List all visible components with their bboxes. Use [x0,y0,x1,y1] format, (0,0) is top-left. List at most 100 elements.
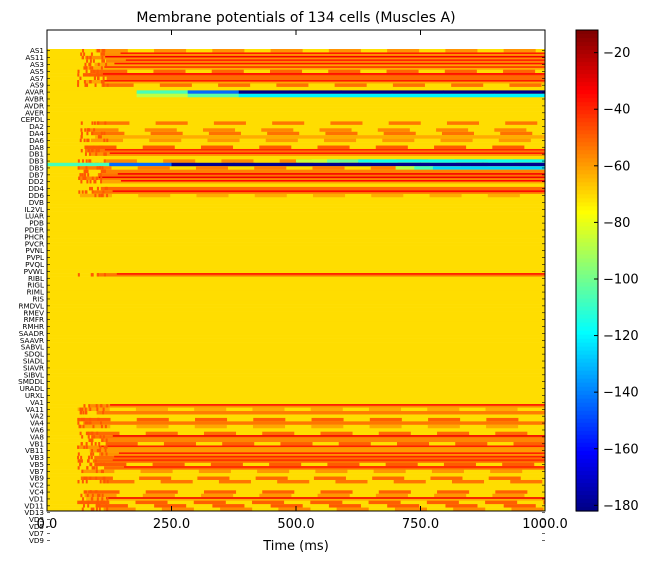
colorbar-segment [576,94,598,99]
row-label: RMFR [24,315,44,324]
heatmap-cell [100,66,103,70]
row-label: VD5 [29,522,44,531]
row-label: SAADR [19,329,44,338]
colorbar-segment [576,154,598,159]
heatmap-cell [95,507,98,512]
heatmap-cell [389,159,421,164]
heatmap-cell [387,504,420,508]
heatmap-cell [434,145,467,150]
heatmap-cell [386,69,419,74]
heatmap-cell [500,131,533,136]
heatmap-cell [84,169,87,174]
heatmap-cell [262,431,295,436]
heatmap-cell [84,176,87,181]
heatmap-row [47,114,545,119]
colorbar-segment [576,270,598,276]
heatmap-row [47,231,545,236]
row-label: RIS [32,294,44,303]
colorbar-segment [576,170,598,175]
colorbar-segment [576,362,598,368]
heatmap-cell [81,469,84,474]
heatmap-row [47,386,545,391]
heatmap-row [47,483,545,488]
heatmap-cell [89,421,92,426]
colorbar-segment [576,334,598,340]
heatmap-cell [265,138,298,143]
heatmap-cell [86,59,89,64]
heatmap-cell [511,507,544,512]
heatmap-cell [213,121,246,126]
heatmap-row [47,242,545,246]
colorbar-segment [576,142,598,147]
heatmap-cell [84,493,117,498]
heatmap-cell [371,193,404,198]
heatmap-cell [136,417,169,422]
heatmap-cell [482,159,515,164]
heatmap-cell [95,69,128,74]
row-label: PDER [25,226,44,235]
colorbar-segment [576,294,598,300]
heatmap-cell [118,452,545,454]
heatmap-cell [125,59,546,61]
heatmap-row [47,362,545,367]
heatmap-cell [91,431,94,436]
row-label: DB3 [29,157,44,166]
heatmap-cell [207,138,240,143]
heatmap-cell [526,166,546,170]
heatmap-cell [383,131,416,136]
colorbar-segment [576,366,598,372]
heatmap-cell [78,176,545,181]
row-label: SIADL [23,357,44,366]
colorbar-segment [576,290,598,296]
heatmap-cell [85,479,88,484]
heatmap-cell [160,479,193,484]
heatmap-cell [493,93,546,98]
heatmap-cell [482,162,546,167]
row-label: AS11 [25,53,44,62]
heatmap-cell [97,417,100,422]
colorbar-segment [576,302,598,308]
heatmap-cell [89,180,92,184]
colorbar-segment [576,42,598,47]
heatmap-cell [92,131,125,136]
colorbar-segment [576,418,598,424]
row-label: PVPL [26,253,44,262]
colorbar-segment [576,118,598,123]
heatmap-cell [95,135,545,139]
heatmap-cell [97,121,130,126]
heatmap-cell [83,476,86,481]
heatmap-cell [103,169,545,174]
colorbar-segment [576,194,598,199]
heatmap-cell [88,152,91,157]
heatmap-cell [81,507,84,512]
heatmap-cell [110,404,546,406]
heatmap-cell [102,435,105,439]
heatmap-cell [451,479,485,484]
heatmap-cell [77,479,80,484]
heatmap-row [47,100,545,105]
heatmap-row [47,211,545,215]
heatmap-cells [47,30,546,512]
heatmap-cell [90,507,93,512]
heatmap-cell [82,73,545,77]
heatmap-row [47,383,545,388]
heatmap-cell [238,93,291,98]
heatmap-cell [503,504,536,508]
heatmap-cell [87,490,120,495]
colorbar: −20 −40 −60 −80 −100 −120 −140 −160 −180 [575,29,639,514]
heatmap-cell [171,162,235,167]
heatmap-cell [149,138,182,143]
row-label: VC4 [29,488,44,497]
heatmap-cell [279,159,312,164]
colorbar-segment [576,110,598,115]
row-label: SMDDL [18,377,44,386]
row-label: AS7 [30,74,44,83]
colorbar-segment [576,370,598,376]
heatmap-cell [105,504,108,508]
heatmap-row [47,331,545,336]
heatmap-cell [98,176,546,179]
colorbar-segment [576,298,598,304]
heatmap-cell [87,431,90,436]
heatmap-cell [100,193,103,198]
heatmap-row [47,417,545,422]
